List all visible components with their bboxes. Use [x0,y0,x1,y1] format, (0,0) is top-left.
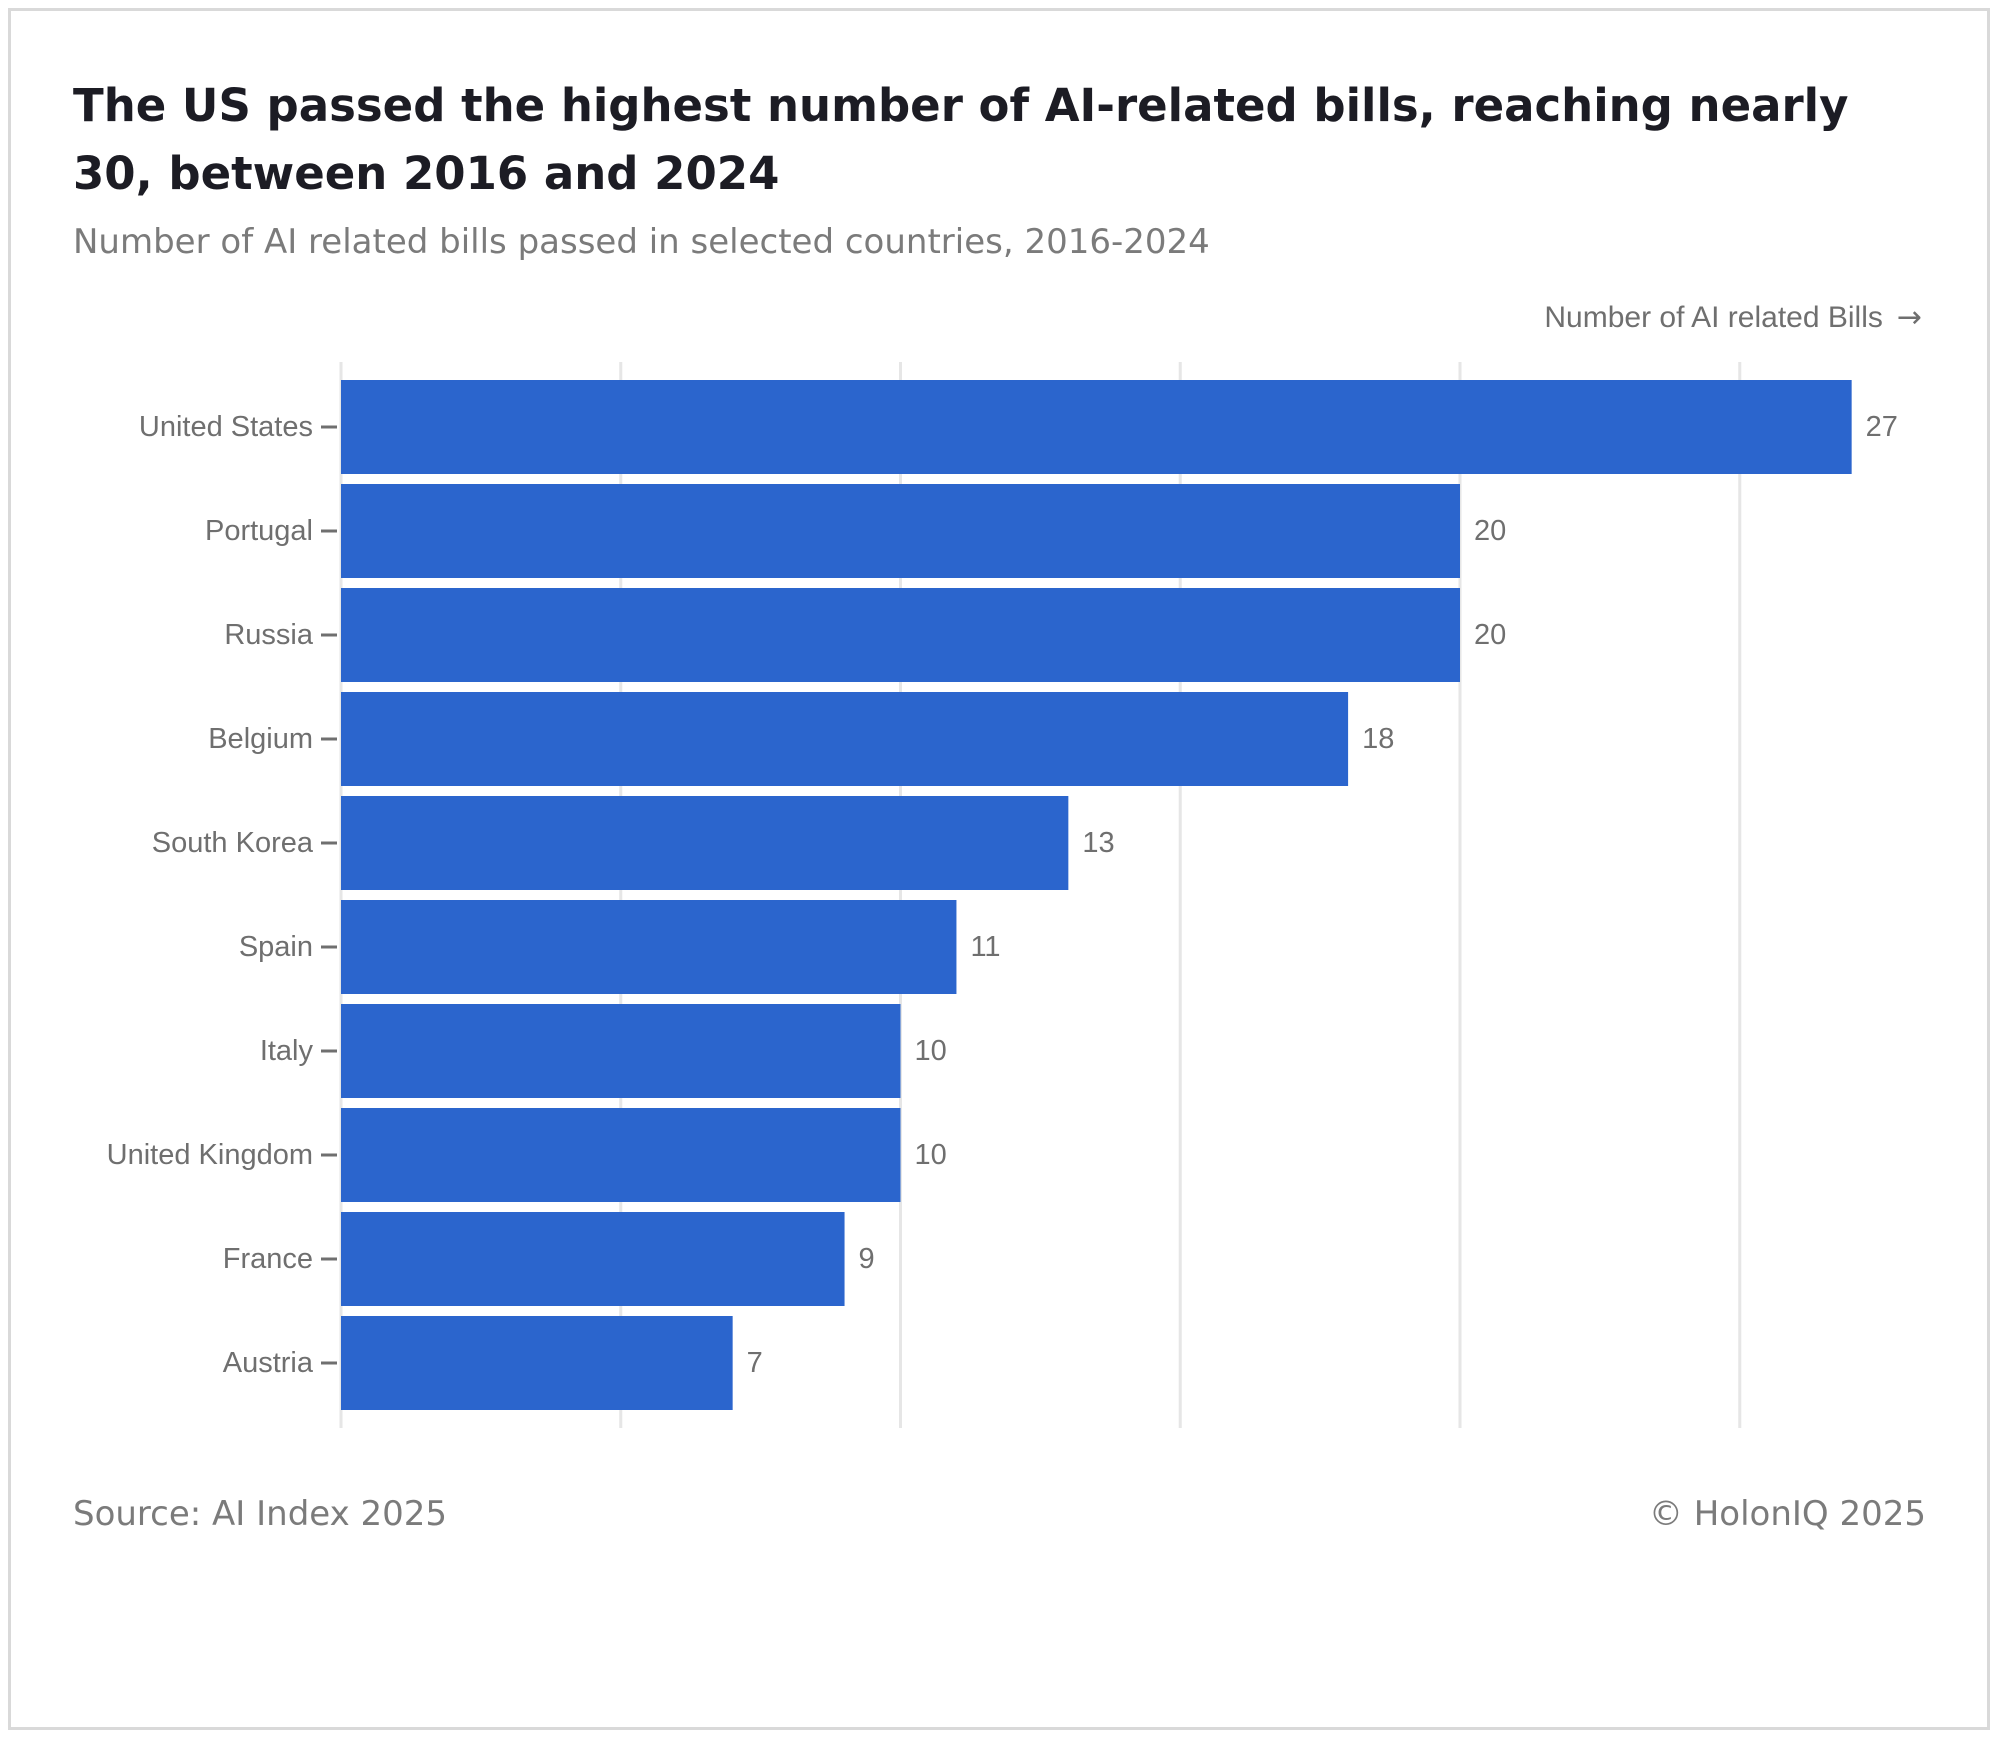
category-label-united-kingdom: United Kingdom [107,1139,313,1171]
value-label-austria: 7 [747,1347,763,1379]
category-label-russia: Russia [224,619,314,651]
value-label-south-korea: 13 [1082,827,1114,859]
arrow-right-icon: → [1896,300,1922,335]
category-label-south-korea: South Korea [152,827,314,859]
x-axis-label: Number of AI related Bills [1544,301,1883,334]
x-axis-caption: Number of AI related Bills → [1544,300,1922,335]
value-label-spain: 11 [970,931,1000,963]
bar-russia [341,588,1460,682]
bar-united-kingdom [341,1108,901,1202]
value-label-portugal: 20 [1474,515,1506,547]
category-label-portugal: Portugal [205,515,313,547]
copyright-note: © HolonIQ 2025 [1648,1494,1926,1534]
category-label-spain: Spain [239,931,313,963]
bar-spain [341,900,957,994]
value-label-russia: 20 [1474,619,1506,651]
bar-united-states [341,380,1852,474]
source-note: Source: AI Index 2025 [73,1494,448,1534]
bars [341,380,1852,1410]
bar-austria [341,1316,733,1410]
value-labels: 27 20 20 18 13 11 10 10 9 7 [747,411,1898,1379]
value-label-united-states: 27 [1866,411,1898,443]
chart-title: The US passed the highest number of AI-r… [73,79,1849,200]
category-label-united-states: United States [139,411,313,443]
bar-italy [341,1004,901,1098]
category-labels: United States Portugal Russia Belgium South … [107,411,337,1379]
value-label-italy: 10 [915,1035,947,1067]
category-label-austria: Austria [223,1347,314,1379]
value-label-belgium: 18 [1362,723,1394,755]
bar-south-korea [341,796,1069,890]
chart-subtitle: Number of AI related bills passed in sel… [73,222,1210,262]
value-label-united-kingdom: 10 [915,1139,947,1171]
bar-france [341,1212,845,1306]
category-label-belgium: Belgium [208,723,313,755]
bar-portugal [341,484,1460,578]
bar-belgium [341,692,1349,786]
category-label-italy: Italy [260,1035,314,1067]
value-label-france: 9 [859,1243,875,1275]
category-label-france: France [223,1243,313,1275]
